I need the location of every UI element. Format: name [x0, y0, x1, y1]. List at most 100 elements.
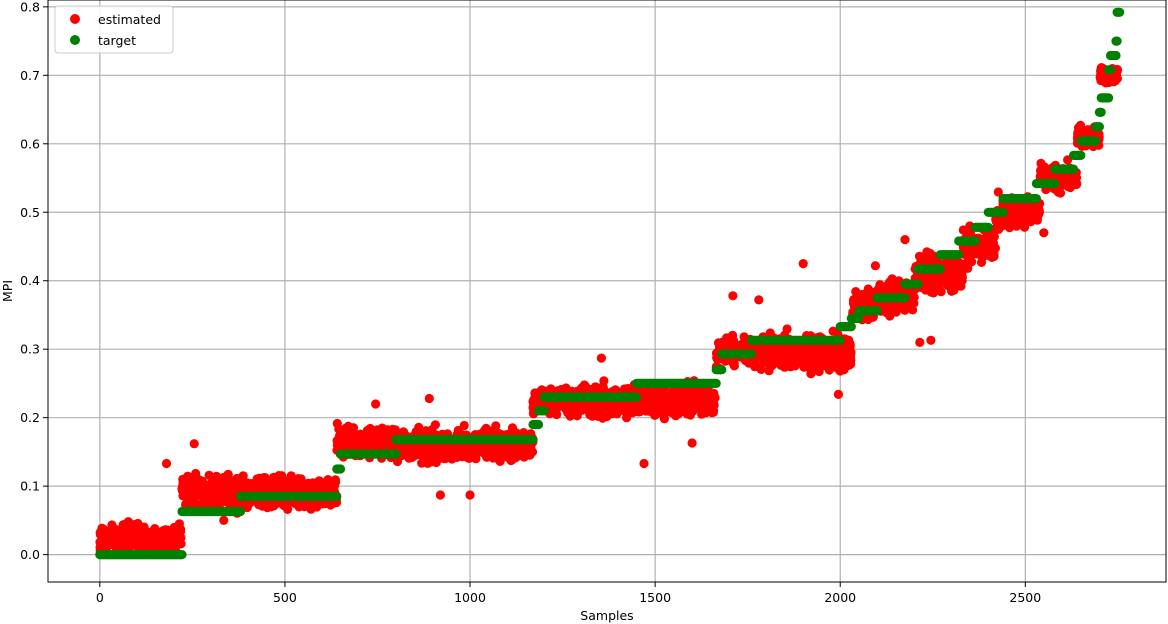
estimated-point	[834, 343, 844, 354]
estimated-point	[598, 413, 608, 423]
estimated-point	[168, 526, 178, 536]
estimated-point	[1097, 74, 1107, 84]
estimated-point	[269, 472, 279, 482]
x-tick-label: 1500	[639, 590, 671, 605]
estimated-point	[799, 349, 809, 360]
estimated-point	[844, 335, 854, 345]
estimated-point	[1039, 228, 1049, 238]
estimated-point	[964, 254, 974, 264]
x-tick-label: 0	[96, 590, 104, 605]
estimated-point	[253, 478, 263, 488]
estimated-point	[1021, 213, 1031, 223]
estimated-point	[290, 484, 300, 494]
estimated-point	[607, 409, 617, 419]
estimated-point	[376, 437, 386, 447]
estimated-point	[772, 353, 782, 363]
estimated-point	[236, 475, 246, 485]
estimated-point	[537, 385, 547, 395]
estimated-point	[216, 491, 226, 501]
y-tick-label: 0.4	[20, 273, 40, 288]
target-point	[998, 207, 1008, 217]
estimated-point	[364, 440, 375, 450]
estimated-point	[175, 535, 185, 545]
estimated-point	[438, 453, 448, 463]
target-point	[900, 293, 910, 303]
y-tick-label: 0.0	[20, 547, 40, 562]
estimated-point	[419, 426, 429, 437]
x-tick-label: 2000	[824, 590, 856, 605]
target-point	[335, 464, 346, 474]
x-tick-label: 2500	[1009, 590, 1041, 605]
estimated-point	[976, 257, 987, 267]
estimated-point	[493, 443, 504, 453]
estimated-point	[870, 261, 881, 271]
estimated-point	[368, 426, 378, 437]
y-tick-label: 0.3	[20, 342, 40, 357]
estimated-point	[764, 366, 774, 376]
estimated-point	[728, 291, 738, 301]
estimated-point	[181, 499, 191, 509]
estimated-point	[621, 407, 631, 417]
estimated-point	[833, 389, 844, 399]
target-point	[391, 449, 401, 459]
target-point	[711, 378, 721, 388]
estimated-point	[204, 470, 214, 480]
estimated-point	[547, 407, 557, 417]
estimated-point	[404, 444, 414, 454]
estimated-point	[108, 534, 118, 544]
estimated-point	[636, 400, 647, 410]
estimated-point	[596, 353, 607, 363]
estimated-point	[376, 426, 386, 436]
estimated-point	[944, 270, 955, 280]
estimated-point	[670, 401, 681, 411]
estimated-point	[821, 346, 832, 356]
estimated-point	[955, 270, 965, 280]
estimated-point	[729, 361, 740, 371]
estimated-point	[988, 230, 998, 240]
estimated-point	[882, 308, 892, 318]
target-point	[983, 222, 993, 232]
estimated-point	[1043, 164, 1053, 174]
target-point	[717, 365, 727, 375]
estimated-point	[722, 333, 732, 343]
estimated-point	[927, 280, 937, 291]
y-tick-label: 0.1	[20, 479, 40, 494]
target-point	[235, 506, 246, 517]
estimated-point	[189, 439, 199, 449]
y-tick-label: 0.6	[20, 136, 40, 151]
estimated-point	[758, 343, 768, 353]
y-tick-label: 0.2	[20, 410, 40, 425]
estimated-point	[644, 393, 654, 403]
target-point	[935, 264, 945, 274]
estimated-point	[947, 286, 957, 296]
estimated-point	[592, 383, 602, 393]
estimated-point	[806, 369, 816, 379]
estimated-point	[343, 433, 353, 443]
estimated-point	[706, 402, 716, 412]
estimated-point	[900, 235, 910, 245]
estimated-point	[276, 483, 286, 493]
estimated-point	[511, 428, 521, 438]
estimated-point	[956, 281, 966, 291]
x-tick-label: 500	[273, 590, 297, 605]
estimated-point	[223, 469, 233, 479]
x-axis-label: Samples	[580, 608, 633, 623]
estimated-point	[435, 490, 445, 500]
estimated-point	[353, 435, 363, 445]
target-point	[872, 306, 882, 316]
estimated-point	[790, 361, 800, 371]
estimated-point	[1030, 211, 1040, 221]
estimated-point	[863, 284, 873, 294]
estimated-point	[663, 398, 673, 408]
x-tick-label: 1000	[454, 590, 486, 605]
target-point	[835, 335, 845, 345]
estimated-point	[754, 362, 764, 372]
estimated-point	[1096, 66, 1106, 76]
target-point	[1105, 65, 1116, 75]
estimated-point	[424, 393, 434, 404]
estimated-point	[731, 342, 741, 352]
legend: estimated target	[54, 5, 174, 54]
estimated-point	[986, 247, 997, 258]
target-point	[1115, 7, 1125, 17]
